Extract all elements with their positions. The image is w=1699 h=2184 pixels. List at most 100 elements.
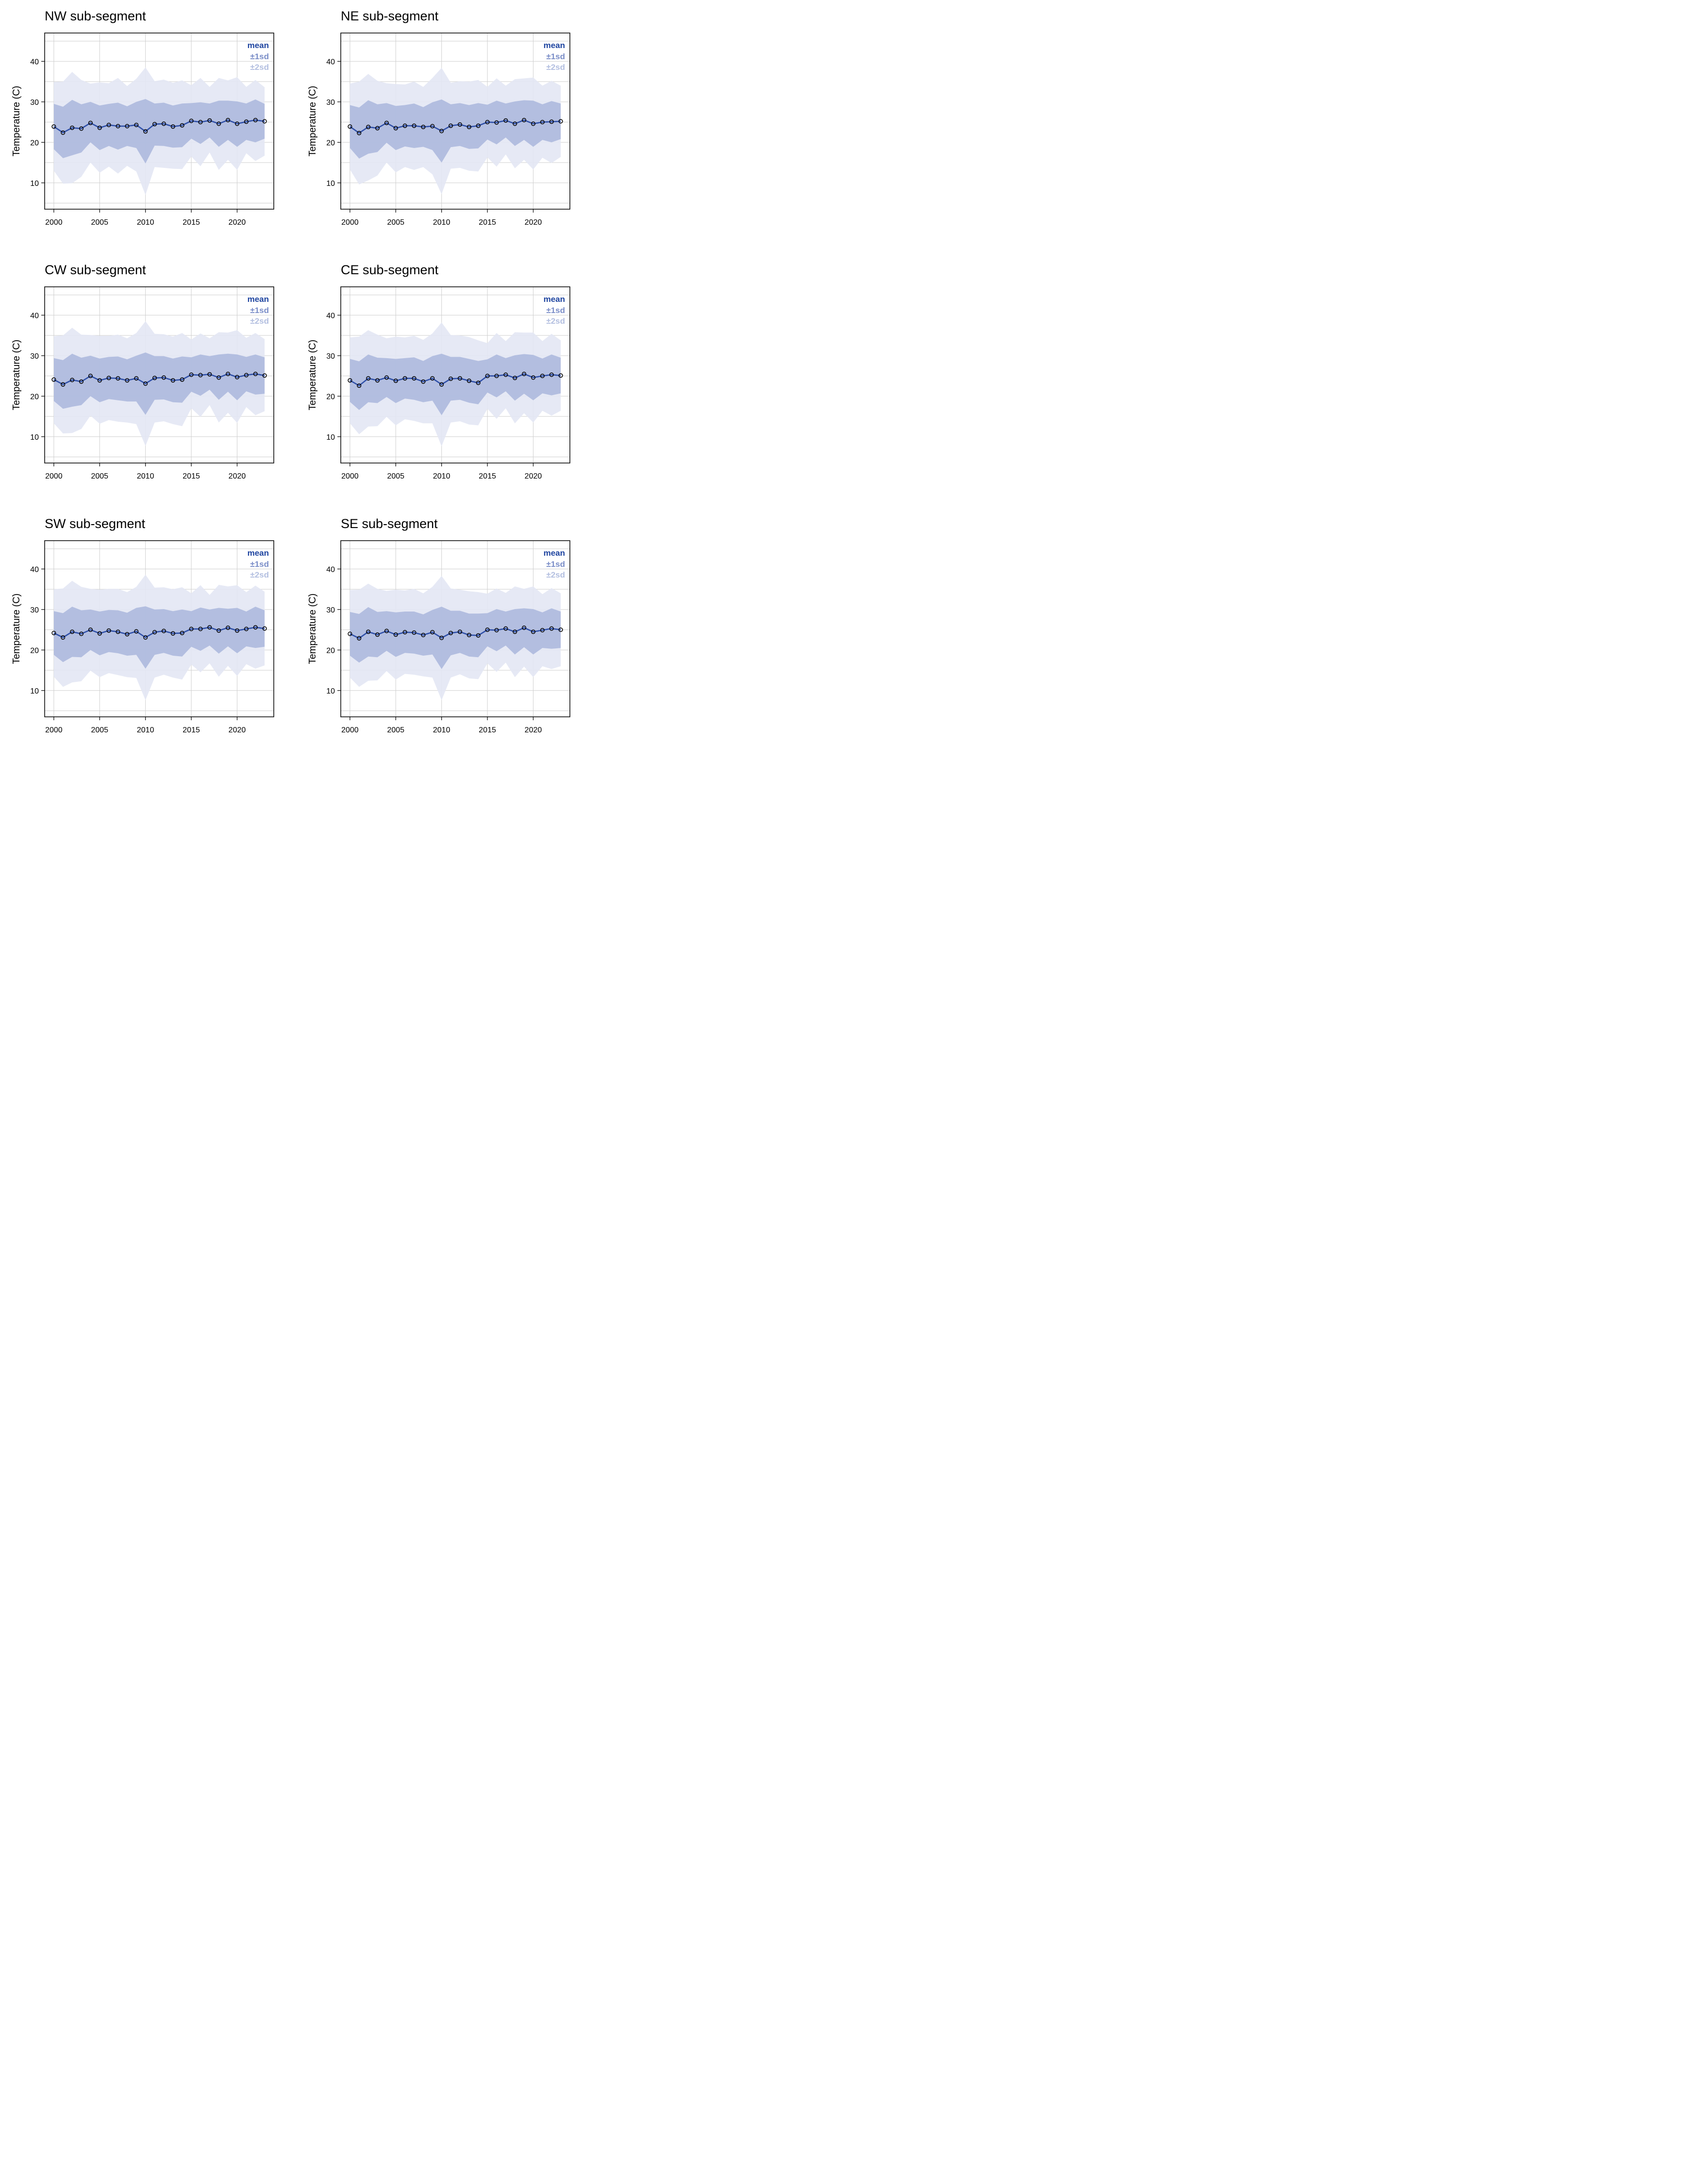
mean-point — [503, 626, 508, 631]
plot-area — [45, 287, 274, 463]
mean-point — [226, 371, 231, 376]
mean-point — [348, 378, 352, 383]
plot-area — [341, 33, 570, 209]
mean-point — [466, 379, 471, 383]
mean-point — [513, 629, 517, 634]
mean-point — [262, 373, 267, 378]
mean-point — [88, 120, 93, 125]
mean-point — [253, 625, 258, 630]
mean-point — [449, 376, 453, 381]
mean-point — [97, 631, 102, 636]
mean-point — [522, 625, 527, 630]
y-tick-label: 40 — [30, 312, 39, 320]
mean-point — [531, 121, 536, 126]
mean-point — [421, 379, 426, 384]
mean-point — [384, 375, 389, 380]
x-tick-label: 2015 — [479, 472, 496, 480]
mean-point — [476, 123, 481, 128]
legend-2sd: ±2sd — [546, 570, 565, 579]
mean-point — [522, 117, 527, 122]
mean-point — [366, 629, 371, 634]
mean-point — [366, 125, 371, 130]
y-axis-title: Temperature (C) — [11, 594, 22, 664]
mean-point — [170, 124, 175, 129]
mean-point — [51, 630, 56, 635]
mean-point — [61, 635, 66, 640]
mean-point — [430, 124, 435, 129]
mean-point — [439, 382, 444, 387]
mean-point — [226, 625, 231, 630]
mean-point — [393, 379, 398, 383]
mean-point — [106, 628, 111, 633]
y-tick-label: 30 — [30, 99, 39, 107]
panel-title: CE sub-segment — [341, 263, 439, 277]
mean-point — [244, 373, 249, 378]
mean-point — [116, 124, 120, 129]
y-axis-title: Temperature (C) — [11, 86, 22, 157]
band-1sd — [350, 607, 561, 669]
mean-point — [97, 125, 102, 130]
mean-point — [180, 123, 184, 128]
y-tick-label: 30 — [326, 99, 335, 107]
y-tick-label: 40 — [326, 312, 335, 320]
mean-point — [393, 126, 398, 131]
x-tick-label: 2015 — [183, 472, 200, 480]
mean-point — [70, 378, 75, 382]
mean-point — [531, 629, 536, 634]
x-tick-label: 2005 — [387, 218, 404, 227]
mean-point — [198, 120, 203, 125]
y-tick-label: 10 — [30, 433, 39, 442]
legend-mean: mean — [248, 41, 269, 50]
plot-frame — [44, 33, 274, 210]
mean-point — [476, 633, 481, 638]
x-tick-label: 2020 — [525, 218, 542, 227]
mean-point — [134, 629, 139, 634]
mean-point — [485, 628, 490, 632]
plot-frame — [44, 540, 274, 717]
panel-title: SE sub-segment — [341, 516, 438, 531]
mean-point — [384, 629, 389, 633]
x-tick-label: 2000 — [341, 726, 359, 734]
y-tick-label: 20 — [326, 646, 335, 655]
mean-point — [152, 122, 157, 127]
x-tick-label: 2015 — [183, 218, 200, 227]
mean-point — [79, 631, 84, 636]
mean-point — [466, 632, 471, 637]
mean-point — [143, 129, 148, 134]
mean-point — [558, 628, 563, 632]
mean-point — [375, 126, 380, 131]
mean-point — [134, 376, 139, 381]
mean-point — [348, 631, 352, 636]
mean-point — [161, 375, 166, 380]
legend-1sd: ±1sd — [250, 560, 269, 569]
mean-point — [402, 123, 407, 128]
mean-point — [457, 122, 462, 127]
mean-point — [189, 118, 194, 123]
panel-title: SW sub-segment — [45, 516, 146, 531]
mean-point — [540, 628, 545, 632]
mean-point — [244, 119, 249, 124]
mean-point — [357, 131, 362, 135]
x-tick-label: 2000 — [45, 218, 63, 227]
mean-point — [217, 375, 221, 380]
mean-point — [51, 377, 56, 382]
plot-frame — [44, 286, 274, 463]
mean-point — [549, 626, 554, 631]
mean-point — [439, 129, 444, 133]
x-tick-label: 2005 — [387, 472, 404, 480]
legend-2sd: ±2sd — [546, 316, 565, 326]
mean-point — [494, 120, 499, 125]
mean-point — [540, 374, 545, 379]
x-tick-label: 2015 — [479, 726, 496, 734]
band-1sd — [350, 99, 561, 163]
chart-panel-1: NE sub-segment 10 20 30 40 2000 2005 2010 2015 20… — [307, 9, 570, 227]
y-tick-label: 30 — [326, 352, 335, 361]
y-tick-label: 10 — [30, 687, 39, 695]
x-tick-label: 2000 — [341, 218, 359, 227]
mean-point — [234, 628, 240, 633]
mean-point — [503, 372, 508, 377]
legend-mean: mean — [544, 295, 565, 304]
legend-2sd: ±2sd — [546, 63, 565, 72]
x-tick-label: 2020 — [525, 726, 542, 734]
legend-2sd: ±2sd — [250, 570, 269, 579]
